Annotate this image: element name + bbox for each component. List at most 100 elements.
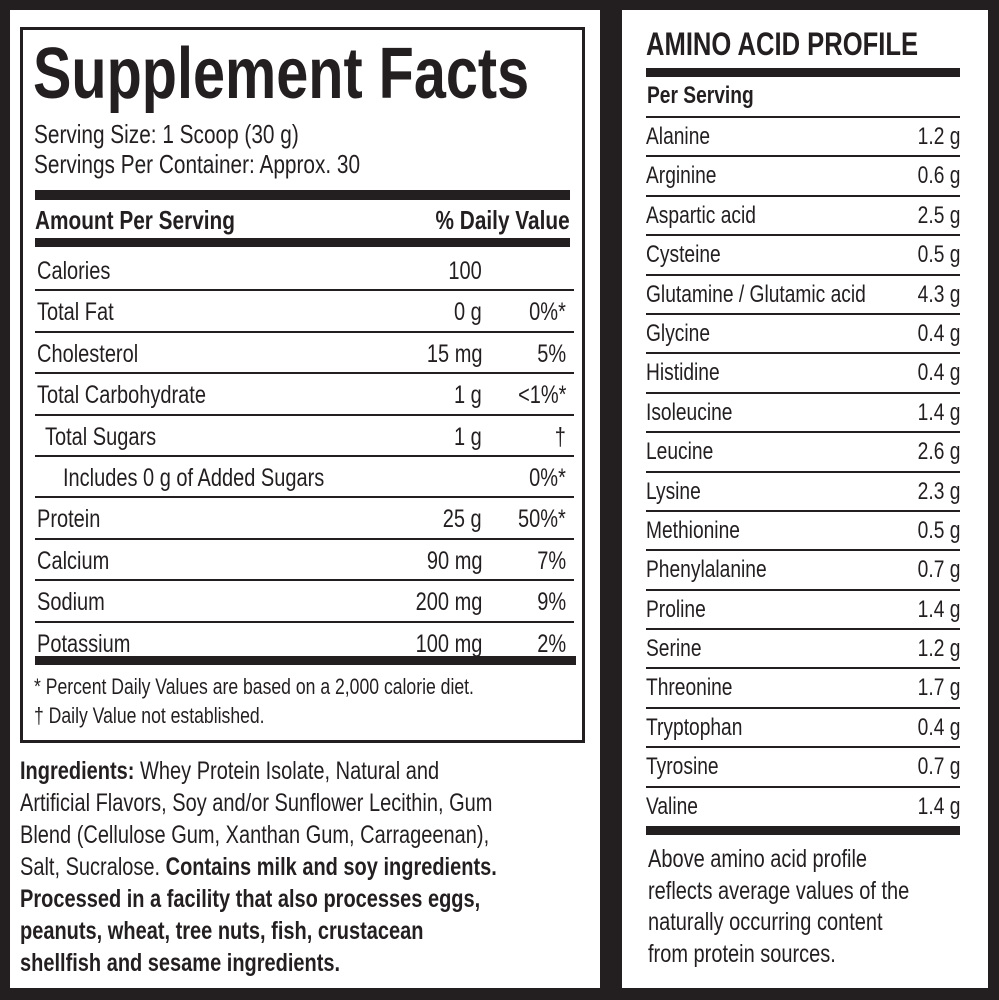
nutrient-label: Cholesterol bbox=[37, 339, 139, 368]
ingredients-text: Salt, Sucralose. bbox=[20, 853, 166, 881]
amino-label: Proline bbox=[646, 595, 706, 623]
footnote-not-established: † Daily Value not established. bbox=[34, 702, 322, 730]
ingredients-label: Ingredients: bbox=[20, 757, 135, 785]
table-row: Serine 1.2 g bbox=[646, 628, 960, 667]
amino-label: Isoleucine bbox=[646, 398, 733, 426]
nutrient-daily-value: 2% bbox=[537, 629, 566, 658]
table-header: Amount Per Serving % Daily Value bbox=[35, 202, 570, 238]
amino-label: Glutamine / Glutamic acid bbox=[646, 280, 866, 308]
amino-value: 0.4 g bbox=[917, 713, 960, 741]
nutrient-label: Total Fat bbox=[37, 298, 114, 327]
amino-value: 1.2 g bbox=[917, 123, 960, 150]
ingredients-text: Artificial Flavors, Soy and/or Sunflower… bbox=[20, 789, 493, 817]
amino-value: 0.6 g bbox=[917, 162, 960, 190]
nutrient-amount: 100 mg bbox=[415, 629, 482, 658]
ingredients: Ingredients: Whey Protein Isolate, Natur… bbox=[20, 755, 600, 979]
table-row: Isoleucine 1.4 g bbox=[646, 391, 960, 431]
footnote-text: † Daily Value not established. bbox=[34, 703, 265, 728]
amino-value: 0.7 g bbox=[917, 556, 960, 584]
amino-title: AMINO ACID PROFILE bbox=[646, 26, 986, 63]
divider bbox=[35, 190, 570, 200]
nutrient-label: Total Carbohydrate bbox=[37, 381, 206, 410]
amino-value: 2.3 g bbox=[917, 477, 960, 505]
amino-value: 0.7 g bbox=[917, 753, 960, 781]
table-row: Proline 1.4 g bbox=[646, 588, 960, 628]
per-serving-text: Per Serving bbox=[647, 82, 754, 109]
nutrient-amount: 15 mg bbox=[426, 339, 482, 368]
table-row: Alanine 1.2 g bbox=[646, 116, 960, 155]
nutrient-daily-value: <1%* bbox=[517, 381, 566, 410]
table-row: Total Sugars 1 g † bbox=[35, 416, 574, 457]
nutrient-daily-value: 0%* bbox=[529, 463, 566, 492]
table-row: Cholesterol 15 mg 5% bbox=[35, 333, 574, 375]
amino-value: 2.5 g bbox=[917, 201, 960, 229]
table-row: Calories 100 bbox=[35, 250, 574, 292]
header-daily-value: % Daily Value bbox=[435, 204, 570, 235]
table-row: Sodium 200 mg 9% bbox=[35, 581, 574, 623]
table-row: Methionine 0.5 g bbox=[646, 509, 960, 549]
nutrient-amount: 0 g bbox=[454, 298, 482, 327]
table-row: Total Carbohydrate 1 g <1%* bbox=[35, 374, 574, 416]
table-row: Phenylalanine 0.7 g bbox=[646, 549, 960, 588]
table-row: Leucine 2.6 g bbox=[646, 431, 960, 470]
amino-value: 1.7 g bbox=[917, 674, 960, 702]
divider bbox=[35, 238, 570, 247]
table-row: Tyrosine 0.7 g bbox=[646, 746, 960, 785]
title-text: Supplement Facts bbox=[33, 34, 530, 114]
table-row: Total Fat 0 g 0%* bbox=[35, 291, 574, 333]
table-row: Tryptophan 0.4 g bbox=[646, 706, 960, 746]
note-text: naturally occurring content bbox=[648, 908, 883, 936]
amino-value: 0.5 g bbox=[917, 516, 960, 544]
nutrient-label: Protein bbox=[37, 505, 101, 534]
amino-label: Cysteine bbox=[646, 241, 721, 269]
note-text: from protein sources. bbox=[648, 939, 836, 968]
table-row: Arginine 0.6 g bbox=[646, 155, 960, 194]
table-row: Threonine 1.7 g bbox=[646, 667, 960, 706]
note-text: Above amino acid profile bbox=[648, 845, 868, 873]
table-row: Protein 25 g 50%* bbox=[35, 498, 574, 540]
nutrient-amount: 90 mg bbox=[426, 546, 482, 575]
amino-label: Glycine bbox=[646, 319, 711, 347]
table-row: Histidine 0.4 g bbox=[646, 352, 960, 391]
nutrient-amount: 25 g bbox=[443, 505, 482, 534]
nutrient-label: Includes 0 g of Added Sugars bbox=[63, 463, 325, 492]
per-serving-label: Per Serving bbox=[647, 82, 780, 110]
nutrient-daily-value: 50%* bbox=[518, 505, 566, 534]
nutrient-label: Total Sugars bbox=[45, 422, 157, 451]
table-row: Lysine 2.3 g bbox=[646, 470, 960, 510]
page-title: Supplement Facts bbox=[33, 34, 653, 114]
nutrient-amount: 200 mg bbox=[415, 588, 482, 617]
table-row: Aspartic acid 2.5 g bbox=[646, 194, 960, 234]
amino-label: Aspartic acid bbox=[646, 201, 756, 229]
allergen-text: Contains milk and soy ingredients. bbox=[165, 853, 497, 881]
amino-label: Tryptophan bbox=[646, 713, 743, 741]
nutrient-daily-value: † bbox=[554, 422, 566, 451]
amino-note: Above amino acid profile reflects averag… bbox=[648, 844, 975, 970]
allergen-text: peanuts, wheat, tree nuts, fish, crustac… bbox=[20, 917, 424, 945]
amino-label: Phenylalanine bbox=[646, 556, 767, 584]
nutrient-daily-value: 9% bbox=[537, 588, 566, 617]
amino-value: 1.2 g bbox=[917, 635, 960, 663]
table-row: Valine 1.4 g bbox=[646, 785, 960, 825]
amino-value: 1.4 g bbox=[917, 398, 960, 426]
footnote-daily-values: * Percent Daily Values are based on a 2,… bbox=[34, 673, 584, 701]
amino-label: Lysine bbox=[646, 477, 701, 505]
amino-value: 4.3 g bbox=[917, 280, 960, 308]
nutrient-daily-value: 0%* bbox=[529, 298, 566, 327]
nutrient-daily-value: 7% bbox=[537, 546, 566, 575]
nutrient-table: Calories 100 Total Fat 0 g 0%* Cholesterol 15 … bbox=[35, 250, 574, 664]
amino-value: 2.6 g bbox=[917, 438, 960, 466]
nutrient-amount: 1 g bbox=[454, 381, 482, 410]
amino-acid-panel: AMINO ACID PROFILE Per Serving Alanine 1.… bbox=[622, 10, 988, 988]
note-text: reflects average values of the bbox=[648, 876, 910, 905]
amino-label: Alanine bbox=[646, 123, 711, 150]
amino-value: 0.4 g bbox=[917, 319, 960, 347]
divider bbox=[646, 826, 960, 835]
amino-label: Tyrosine bbox=[646, 753, 719, 781]
divider bbox=[35, 656, 576, 665]
table-row: Includes 0 g of Added Sugars 0%* bbox=[35, 457, 574, 499]
amino-table: Alanine 1.2 g Arginine 0.6 g Aspartic acid 2.… bbox=[646, 116, 960, 825]
amino-value: 0.4 g bbox=[917, 359, 960, 387]
servings-per-container: Servings Per Container: Approx. 30 bbox=[34, 149, 442, 179]
amino-label: Serine bbox=[646, 635, 702, 663]
